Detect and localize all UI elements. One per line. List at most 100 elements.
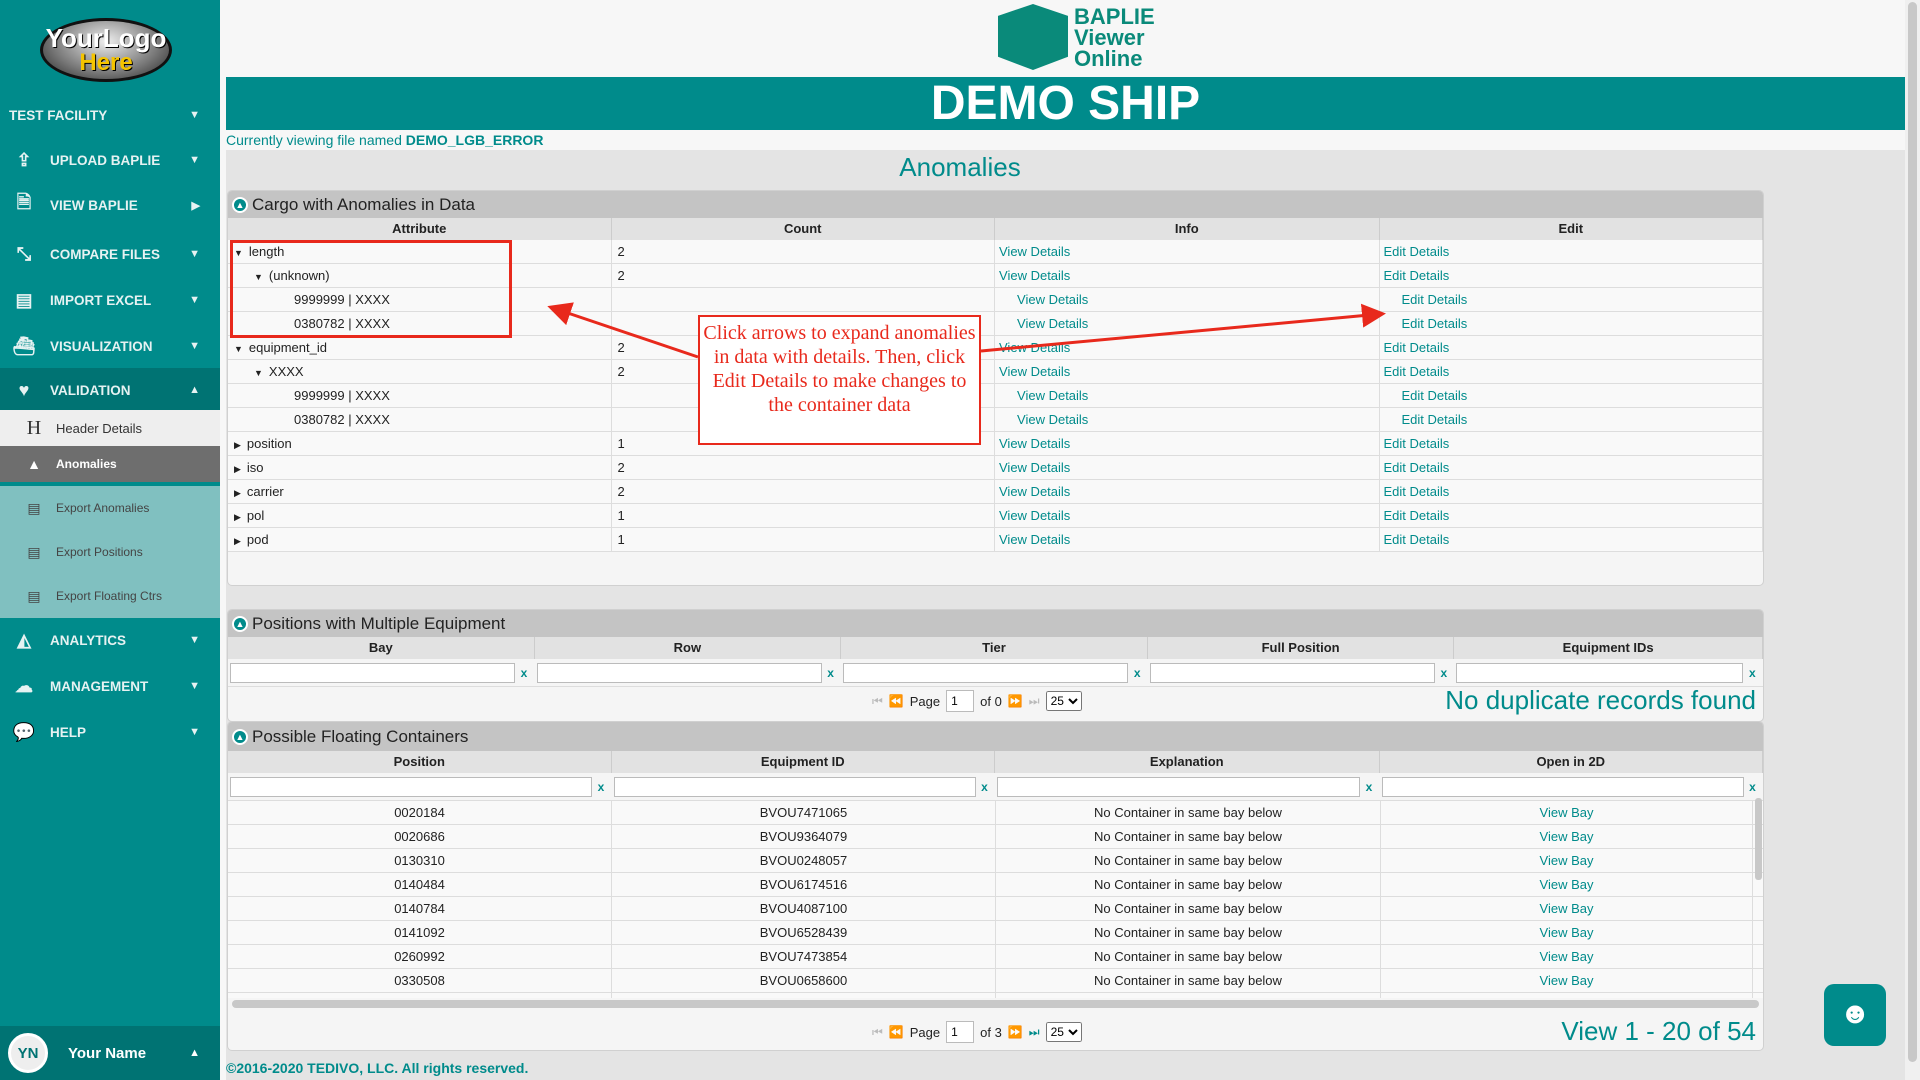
view-details-link[interactable]: View Details	[1017, 292, 1089, 307]
sidebar-item-management[interactable]: ☁ MANAGEMENT ▼	[0, 664, 220, 708]
chat-widget-button[interactable]: ☻	[1824, 984, 1886, 1046]
edit-details-link[interactable]: Edit Details	[1401, 292, 1468, 307]
view-details-link[interactable]: View Details	[999, 436, 1071, 451]
previous-page-icon[interactable]: ⏪	[888, 694, 904, 708]
collapsed-arrow-icon[interactable]: ▶	[234, 512, 241, 522]
view-details-link[interactable]: View Details	[999, 508, 1071, 523]
clear-filter-icon[interactable]: x	[981, 779, 988, 794]
rows-per-page-select[interactable]: 25	[1045, 1022, 1082, 1042]
clear-filter-icon[interactable]: x	[1365, 779, 1373, 794]
edit-details-link[interactable]: Edit Details	[1383, 508, 1450, 523]
sidebar-subitem-anomalies[interactable]: ▲ Anomalies	[0, 446, 220, 482]
column-header[interactable]: Position	[228, 751, 612, 773]
column-header[interactable]: Count	[612, 218, 995, 240]
next-page-icon[interactable]: ⏩	[1007, 1025, 1023, 1039]
clear-filter-icon[interactable]: x	[1749, 779, 1756, 794]
expanded-arrow-icon[interactable]: ▼	[254, 368, 263, 378]
column-header[interactable]: Equipment IDs	[1454, 637, 1763, 659]
collapsed-arrow-icon[interactable]: ▶	[234, 464, 241, 474]
sidebar-subitem-export-positions[interactable]: ▤ Export Positions	[0, 530, 220, 574]
page-scrollbar[interactable]	[1905, 0, 1920, 1080]
column-filter-input[interactable]	[843, 662, 1129, 683]
column-header[interactable]: Equipment ID	[612, 751, 995, 773]
view-bay-link[interactable]: View Bay	[1381, 969, 1753, 992]
sidebar-item-validation[interactable]: ♥ VALIDATION ▲	[0, 368, 220, 412]
page-number-input[interactable]	[946, 1021, 975, 1043]
view-details-link[interactable]: View Details	[999, 460, 1071, 475]
sidebar-subitem-header-details[interactable]: H Header Details	[0, 410, 220, 446]
vertical-scrollbar[interactable]	[1755, 798, 1762, 880]
collapsed-arrow-icon[interactable]: ▶	[234, 536, 241, 546]
view-bay-link[interactable]: View Bay	[1381, 825, 1753, 848]
column-filter-input[interactable]	[230, 776, 592, 797]
view-bay-link[interactable]: View Bay	[1381, 849, 1753, 872]
sidebar-item-import-excel[interactable]: ▤ IMPORT EXCEL ▼	[0, 278, 220, 322]
last-page-icon[interactable]: ⏭	[1028, 1024, 1040, 1039]
edit-details-link[interactable]: Edit Details	[1383, 364, 1450, 379]
view-details-link[interactable]: View Details	[1017, 316, 1089, 331]
clear-filter-icon[interactable]: x	[827, 665, 834, 680]
column-header[interactable]: Row	[535, 637, 842, 659]
view-details-link[interactable]: View Details	[1017, 388, 1089, 403]
column-header[interactable]: Edit	[1380, 218, 1763, 240]
expanded-arrow-icon[interactable]: ▼	[234, 248, 243, 258]
sidebar-item-view-baplie[interactable]: 🗎 VIEW BAPLIE ▶	[0, 183, 220, 227]
view-bay-link[interactable]: View Bay	[1381, 897, 1753, 920]
edit-details-link[interactable]: Edit Details	[1383, 460, 1450, 475]
clear-filter-icon[interactable]: x	[520, 665, 528, 680]
sidebar-subitem-export-anomalies[interactable]: ▤ Export Anomalies	[0, 486, 220, 530]
view-details-link[interactable]: View Details	[999, 484, 1071, 499]
column-filter-input[interactable]	[613, 776, 976, 797]
last-page-icon[interactable]: ⏭	[1028, 693, 1040, 708]
horizontal-scrollbar[interactable]	[232, 1000, 1759, 1008]
collapsed-arrow-icon[interactable]: ▶	[234, 440, 241, 450]
sidebar-item-compare-files[interactable]: ⤡ COMPARE FILES ▼	[0, 232, 220, 276]
clear-filter-icon[interactable]: x	[1749, 665, 1756, 680]
edit-details-link[interactable]: Edit Details	[1383, 532, 1450, 547]
column-header[interactable]: Full Position	[1148, 637, 1455, 659]
facility-selector[interactable]: TEST FACILITY ▼	[9, 107, 200, 123]
page-number-input[interactable]	[946, 690, 975, 712]
column-filter-input[interactable]	[1456, 662, 1744, 683]
collapse-toggle-icon[interactable]: ▲	[232, 196, 248, 213]
sidebar-item-help[interactable]: 💬 HELP ▼	[12, 721, 200, 742]
edit-details-link[interactable]: Edit Details	[1383, 436, 1450, 451]
column-filter-input[interactable]	[536, 662, 822, 683]
view-details-link[interactable]: View Details	[999, 364, 1071, 379]
view-details-link[interactable]: View Details	[1017, 412, 1089, 427]
next-page-icon[interactable]: ⏩	[1007, 694, 1023, 708]
edit-details-link[interactable]: Edit Details	[1401, 412, 1468, 427]
clear-filter-icon[interactable]: x	[1440, 665, 1448, 680]
previous-page-icon[interactable]: ⏪	[888, 1025, 904, 1039]
column-header[interactable]: Explanation	[995, 751, 1380, 773]
sidebar-item-analytics[interactable]: ◭ ANALYTICS ▼	[0, 618, 220, 662]
rows-per-page-select[interactable]: 25	[1045, 691, 1082, 711]
column-header[interactable]: Info	[995, 218, 1380, 240]
view-bay-link[interactable]: View Bay	[1381, 801, 1753, 824]
view-details-link[interactable]: View Details	[999, 268, 1071, 283]
expanded-arrow-icon[interactable]: ▼	[234, 344, 243, 354]
user-menu[interactable]: YN Your Name ▲	[0, 1026, 220, 1080]
clear-filter-icon[interactable]: x	[1133, 665, 1141, 680]
first-page-icon[interactable]: ⏮	[872, 1024, 883, 1039]
view-details-link[interactable]: View Details	[999, 532, 1071, 547]
column-filter-input[interactable]	[230, 662, 515, 683]
view-bay-link[interactable]: View Bay	[1381, 945, 1753, 968]
collapsed-arrow-icon[interactable]: ▶	[234, 488, 241, 498]
view-details-link[interactable]: View Details	[999, 244, 1071, 259]
edit-details-link[interactable]: Edit Details	[1401, 388, 1468, 403]
view-bay-link[interactable]: View Bay	[1381, 921, 1753, 944]
edit-details-link[interactable]: Edit Details	[1383, 268, 1450, 283]
collapse-toggle-icon[interactable]: ▲	[232, 728, 248, 745]
view-bay-link[interactable]: View Bay	[1381, 993, 1753, 998]
collapse-toggle-icon[interactable]: ▲	[232, 615, 248, 632]
column-header[interactable]: Open in 2D	[1380, 751, 1763, 773]
edit-details-link[interactable]: Edit Details	[1401, 316, 1468, 331]
column-filter-input[interactable]	[1381, 776, 1744, 797]
view-bay-link[interactable]: View Bay	[1381, 873, 1753, 896]
edit-details-link[interactable]: Edit Details	[1383, 484, 1450, 499]
sidebar-item-upload-baplie[interactable]: ⇪ UPLOAD BAPLIE ▼	[0, 138, 220, 182]
first-page-icon[interactable]: ⏮	[872, 693, 883, 708]
column-header[interactable]: Bay	[228, 637, 535, 659]
column-filter-input[interactable]	[1149, 662, 1435, 683]
